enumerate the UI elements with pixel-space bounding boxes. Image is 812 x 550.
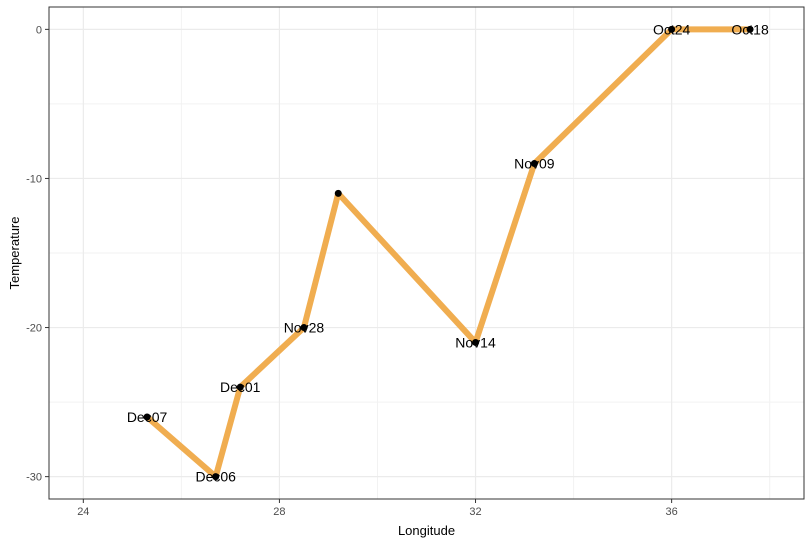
point-labels: Oct18 Oct24 Nov09 Nov14 Nov28 Dec01 Dec06 Dec07	[127, 21, 769, 484]
y-axis-title: Temperature	[7, 217, 22, 290]
data-point	[334, 189, 342, 197]
x-tick-label: 24	[77, 506, 89, 518]
data-point-label: Dec06	[195, 469, 236, 485]
data-point	[530, 160, 538, 168]
y-tick-label: -20	[26, 323, 42, 335]
y-tick-label: -30	[26, 472, 42, 484]
axis-tick-labels: 24 28 32 36 0 -10 -20 -30	[26, 24, 678, 518]
data-point-label: Nov09	[514, 156, 555, 172]
data-point	[746, 25, 754, 33]
data-point	[472, 338, 480, 346]
data-point-label: Dec07	[127, 409, 168, 425]
major-gridlines	[49, 7, 804, 499]
data-point	[668, 25, 676, 33]
minor-gridlines	[49, 7, 804, 499]
data-point	[300, 324, 308, 332]
x-tick-label: 36	[666, 506, 678, 518]
data-point	[212, 473, 220, 481]
data-point	[143, 413, 151, 421]
data-point-label: Dec01	[220, 379, 261, 395]
data-point-label: Oct18	[731, 21, 769, 37]
y-tick-label: -10	[26, 173, 42, 185]
plot-panel-border	[48, 6, 805, 500]
data-point	[236, 383, 244, 391]
data-point-label: Nov14	[455, 334, 496, 350]
x-tick-label: 28	[273, 506, 285, 518]
data-point-label: Oct24	[653, 21, 691, 37]
axis-ticks	[45, 28, 673, 503]
x-axis-title: Longitude	[398, 523, 455, 538]
data-point-label: Nov28	[284, 320, 325, 336]
x-tick-label: 32	[469, 506, 481, 518]
y-tick-label: 0	[36, 24, 42, 36]
points-layer	[143, 25, 754, 481]
